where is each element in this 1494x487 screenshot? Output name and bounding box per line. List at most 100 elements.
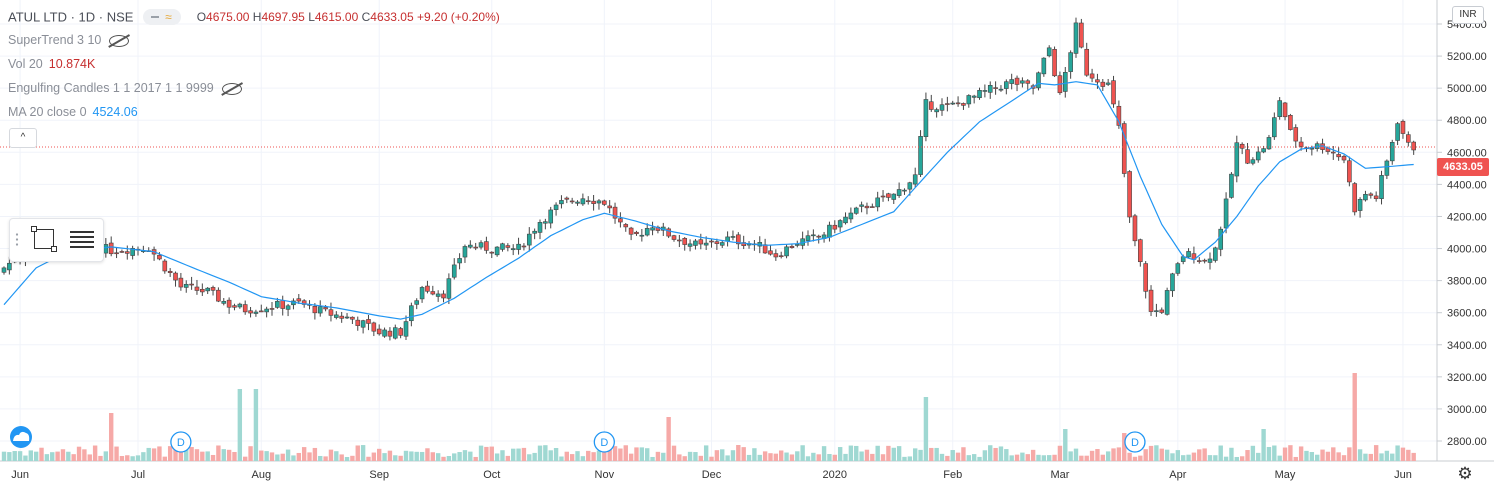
volume-bar: [318, 455, 323, 461]
candle-body: [537, 222, 543, 233]
candle-body: [634, 231, 639, 235]
currency-label[interactable]: INR: [1452, 6, 1484, 24]
candle-body: [1363, 193, 1368, 201]
volume-bar: [988, 445, 993, 461]
volume-bar: [521, 447, 527, 461]
candle-body: [280, 299, 286, 309]
volume-bar: [1352, 373, 1357, 461]
candle-body: [360, 320, 366, 328]
candle-body: [1411, 141, 1416, 151]
candle-body: [939, 104, 945, 111]
x-tick-label: Mar: [1050, 469, 1069, 481]
legend-ma[interactable]: MA 20 close 0 4524.06: [8, 105, 138, 119]
drawing-toolbox[interactable]: [9, 218, 104, 262]
volume-bar: [194, 449, 200, 461]
candle-body: [119, 251, 125, 253]
volume-bar: [355, 445, 360, 461]
candle-body: [382, 329, 387, 337]
legend-toggle-pill[interactable]: ≈: [143, 9, 182, 25]
candle-body: [221, 301, 227, 304]
candle-body: [1068, 52, 1073, 72]
candlestick-series[interactable]: [1, 17, 1416, 341]
volume-bar: [800, 445, 805, 461]
time-axis[interactable]: Jun Jul Aug Sep Oct Nov Dec 2020 Feb Mar Apr May Jun: [11, 469, 1412, 481]
symbol-title[interactable]: ATUL LTD · 1D · NSE: [8, 9, 134, 25]
volume-bar: [146, 447, 151, 461]
volume-bar: [1325, 451, 1331, 461]
symbol-legend: ATUL LTD · 1D · NSE ≈ O4675.00 H4697.95 …: [8, 9, 500, 27]
volume-bar: [1052, 454, 1057, 461]
volume-bar: [896, 446, 902, 461]
volume-bar: [1379, 453, 1384, 461]
eye-off-icon[interactable]: [221, 82, 242, 95]
legend-volume[interactable]: Vol 20 10.874K: [8, 57, 96, 71]
candle-body: [1020, 80, 1025, 84]
volume-bar: [1288, 445, 1293, 461]
collapse-legend-button[interactable]: ^: [9, 128, 37, 148]
volume-bar: [848, 445, 854, 461]
volume-bar: [1079, 455, 1084, 461]
candle-body: [998, 88, 1004, 91]
candle-body: [612, 206, 618, 219]
y-tick-label: 3400.00: [1447, 340, 1487, 352]
volume-bar: [184, 447, 189, 461]
candle-body: [183, 283, 189, 288]
volume-bar: [350, 455, 355, 461]
volume-bar: [296, 452, 301, 461]
legend-engulfing[interactable]: Engulfing Candles 1 1 2017 1 1 9999: [8, 81, 242, 95]
candle-body: [296, 298, 302, 302]
volume-bar: [854, 445, 859, 461]
dividend-marker[interactable]: D: [1124, 431, 1146, 453]
volume-bar: [505, 455, 511, 461]
fib-lines-icon[interactable]: [70, 230, 94, 248]
rectangle-icon[interactable]: [31, 226, 57, 252]
volume-bar: [425, 448, 430, 461]
volume-bar: [1127, 452, 1132, 461]
candle-body: [173, 272, 178, 281]
dividend-marker-label: D: [1131, 437, 1139, 449]
y-tick-label: 3200.00: [1447, 372, 1487, 384]
candle-body: [891, 193, 897, 200]
candle-body: [339, 315, 344, 319]
volume-bar: [795, 451, 800, 461]
eye-off-icon[interactable]: [109, 34, 130, 47]
drag-handle-icon[interactable]: [15, 232, 19, 248]
volume-bar: [902, 456, 907, 461]
candle-body: [1357, 198, 1363, 211]
candle-body: [350, 316, 355, 320]
volume-bar: [821, 446, 827, 461]
candle-body: [1143, 263, 1148, 292]
volume-bar: [864, 449, 870, 461]
dividend-marker-label: D: [177, 437, 185, 449]
volume-bar: [886, 445, 891, 461]
candle-body: [741, 242, 746, 246]
candle-body: [548, 209, 554, 224]
volume-bar: [1223, 456, 1229, 461]
candle-body: [237, 303, 243, 308]
volume-bar: [1143, 449, 1148, 461]
candle-body: [977, 90, 982, 99]
dividend-marker-circle: [593, 431, 615, 453]
volume-bar: [1363, 453, 1368, 461]
dividend-marker[interactable]: D: [170, 431, 192, 453]
candle-body: [837, 220, 843, 228]
volume-bar: [516, 448, 521, 461]
tradingview-logo[interactable]: [10, 426, 32, 448]
candle-body: [1095, 79, 1100, 83]
candle-body: [216, 289, 221, 302]
volume-bar: [33, 451, 39, 461]
volume-bar: [634, 447, 639, 461]
legend-supertrend[interactable]: SuperTrend 3 10: [8, 33, 130, 47]
volume-bar: [205, 451, 210, 461]
candle-body: [1170, 273, 1175, 292]
dividend-marker[interactable]: D: [593, 431, 615, 453]
volume-bar: [409, 451, 414, 461]
volume-bar: [687, 451, 693, 461]
gear-icon[interactable]: ⚙: [1457, 464, 1473, 483]
candle-body: [859, 204, 864, 207]
candle-body: [232, 305, 237, 308]
price-axis[interactable]: 2800.00 3000.00 3200.00 3400.00 3600.00 3800.…: [1437, 19, 1487, 448]
volume-bar: [71, 454, 76, 461]
